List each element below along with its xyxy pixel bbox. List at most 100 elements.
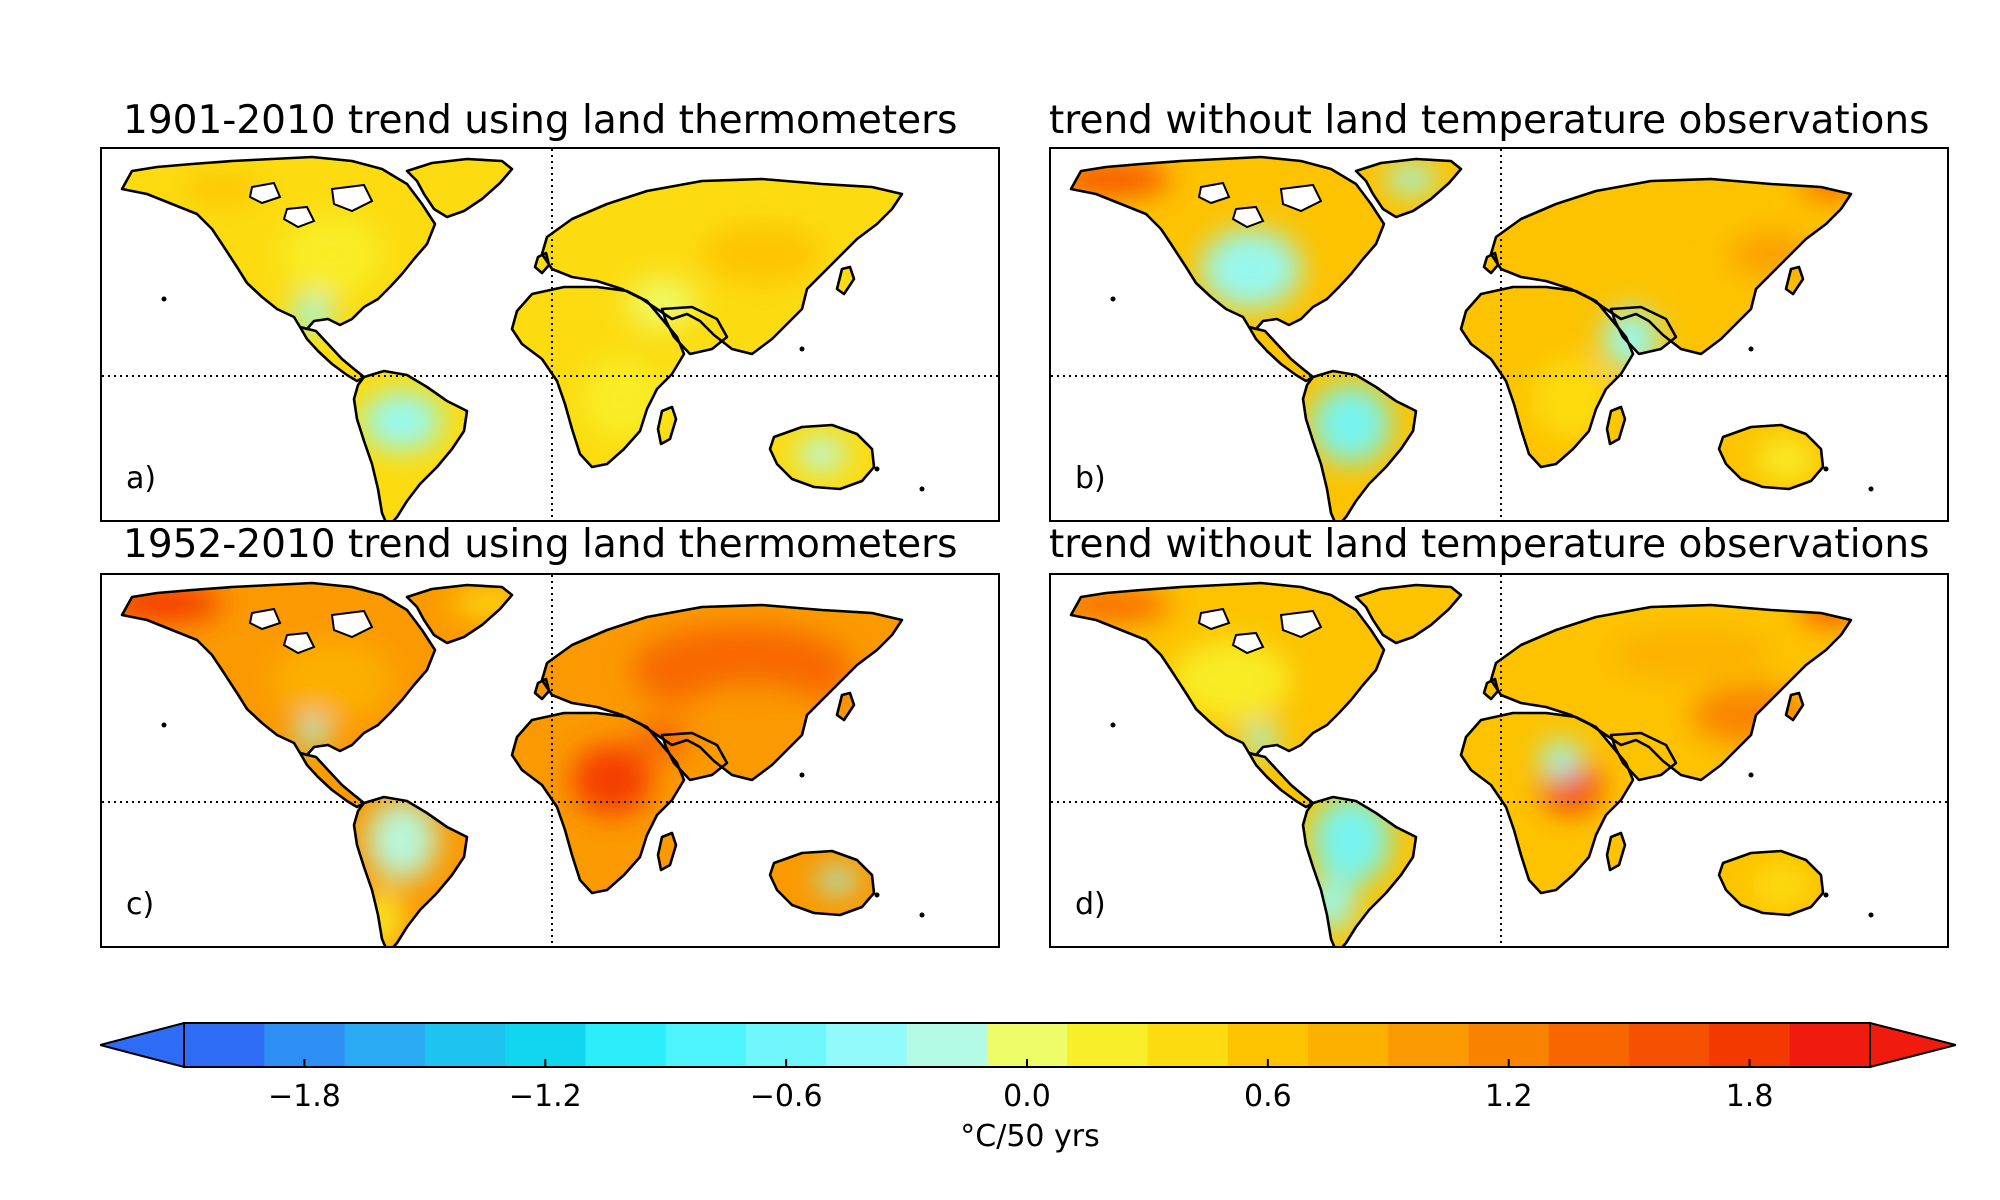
coastline-southAmerica [1301, 795, 1418, 946]
world-map-b [1051, 149, 1947, 520]
coastline-australia [768, 423, 876, 491]
panel-d-label: d) [1075, 887, 1106, 922]
colorbar-under-arrow [100, 1021, 185, 1069]
lake-outline [282, 631, 316, 655]
lake-outline [248, 181, 282, 205]
island-dot [1110, 722, 1116, 728]
colorbar-tick-label: 0.6 [1243, 1079, 1292, 1114]
map-panel-b: b) [1049, 147, 1949, 522]
coastline-madagascar [656, 405, 678, 446]
coastline-uk [1482, 251, 1500, 275]
lake-outline [1279, 183, 1323, 213]
coastline-centralAmerica [298, 325, 366, 383]
coastline-centralAmerica [298, 751, 366, 809]
colorbar-segment [1308, 1023, 1389, 1067]
island-dot [799, 346, 805, 352]
colorbar-segment [665, 1023, 747, 1067]
lake-outline [282, 205, 316, 229]
map-panel-d: d) [1049, 573, 1949, 948]
coastline-arabia [1609, 305, 1678, 356]
colorbar-unit-label: °C/50 yrs [960, 1119, 1100, 1154]
colorbar-tick-label: 1.8 [1725, 1079, 1774, 1114]
panel-a-title: 1901-2010 trend using land thermometers [123, 98, 958, 143]
map-panel-c: c) [100, 573, 1000, 948]
coastline-eurasia [540, 177, 904, 356]
colorbar-over-arrow [1869, 1021, 1956, 1069]
colorbar-segment [1388, 1023, 1470, 1067]
coastline-arabia [660, 305, 729, 356]
colorbar-segment [424, 1023, 506, 1067]
coastline-greenland [405, 583, 514, 645]
lake-outline [1197, 607, 1231, 631]
world-map-d [1051, 575, 1947, 946]
coastline-eurasia [1489, 603, 1853, 782]
island-dot [799, 772, 805, 778]
colorbar-segment [1548, 1023, 1630, 1067]
colorbar-segment [184, 1023, 265, 1067]
colorbar-segment [1067, 1023, 1149, 1067]
island-dot [874, 892, 880, 898]
coastline-arabia [660, 731, 729, 782]
coastline-japan [835, 265, 856, 296]
colorbar-segment [1789, 1023, 1871, 1067]
panel-b-title: trend without land temperature observati… [1049, 98, 1930, 143]
island-dot [1868, 486, 1874, 492]
lake-outline [1231, 631, 1265, 655]
panel-a-label: a) [126, 461, 157, 496]
lake-outline [248, 607, 282, 631]
coastline-eurasia [540, 603, 904, 782]
coastline-northAmerica [1069, 155, 1386, 331]
coastline-northAmerica [1069, 581, 1386, 757]
coastline-japan [1784, 265, 1805, 296]
island-dot [161, 722, 167, 728]
island-dot [1748, 346, 1754, 352]
panel-c-title: 1952-2010 trend using land thermometers [123, 522, 958, 567]
island-dot [161, 296, 167, 302]
coastline-centralAmerica [1247, 325, 1315, 383]
coastline-southAmerica [352, 369, 469, 520]
panel-c-label: c) [126, 887, 155, 922]
colorbar-segment [1629, 1023, 1711, 1067]
world-map-a [102, 149, 998, 520]
coastline-northAmerica [120, 155, 437, 331]
colorbar-tick-label: −1.2 [508, 1079, 582, 1114]
island-dot [1823, 466, 1829, 472]
colorbar-tick-label: −1.8 [267, 1079, 341, 1114]
coastline-madagascar [656, 831, 678, 872]
lake-outline [1231, 205, 1265, 229]
coastline-japan [1784, 691, 1805, 722]
island-dot [919, 912, 925, 918]
coastline-uk [533, 251, 551, 275]
coastline-greenland [1354, 583, 1463, 645]
colorbar [100, 1021, 1956, 1069]
coastline-madagascar [1605, 831, 1627, 872]
coastline-greenland [405, 157, 514, 219]
lake-outline [1197, 181, 1231, 205]
coastline-arabia [1609, 731, 1678, 782]
colorbar-segment [1147, 1023, 1229, 1067]
map-panel-a: a) [100, 147, 1000, 522]
panel-d-title: trend without land temperature observati… [1049, 522, 1930, 567]
coastline-northAmerica [120, 581, 437, 757]
coastline-madagascar [1605, 405, 1627, 446]
coastline-eurasia [1489, 177, 1853, 356]
colorbar-segment [344, 1023, 426, 1067]
coastline-australia [768, 849, 876, 917]
colorbar-tick-label: −0.6 [749, 1079, 823, 1114]
colorbar-segment [906, 1023, 988, 1067]
coastline-japan [835, 691, 856, 722]
coastline-uk [533, 677, 551, 701]
colorbar-tick-label: 1.2 [1484, 1079, 1533, 1114]
lake-outline [1279, 609, 1323, 639]
world-map-c [102, 575, 998, 946]
island-dot [1110, 296, 1116, 302]
island-dot [874, 466, 880, 472]
colorbar-segment [826, 1023, 908, 1067]
coastline-australia [1717, 849, 1825, 917]
island-dot [1748, 772, 1754, 778]
coastline-uk [1482, 677, 1500, 701]
island-dot [1823, 892, 1829, 898]
coastline-southAmerica [1301, 369, 1418, 520]
coastline-australia [1717, 423, 1825, 491]
coastline-centralAmerica [1247, 751, 1315, 809]
